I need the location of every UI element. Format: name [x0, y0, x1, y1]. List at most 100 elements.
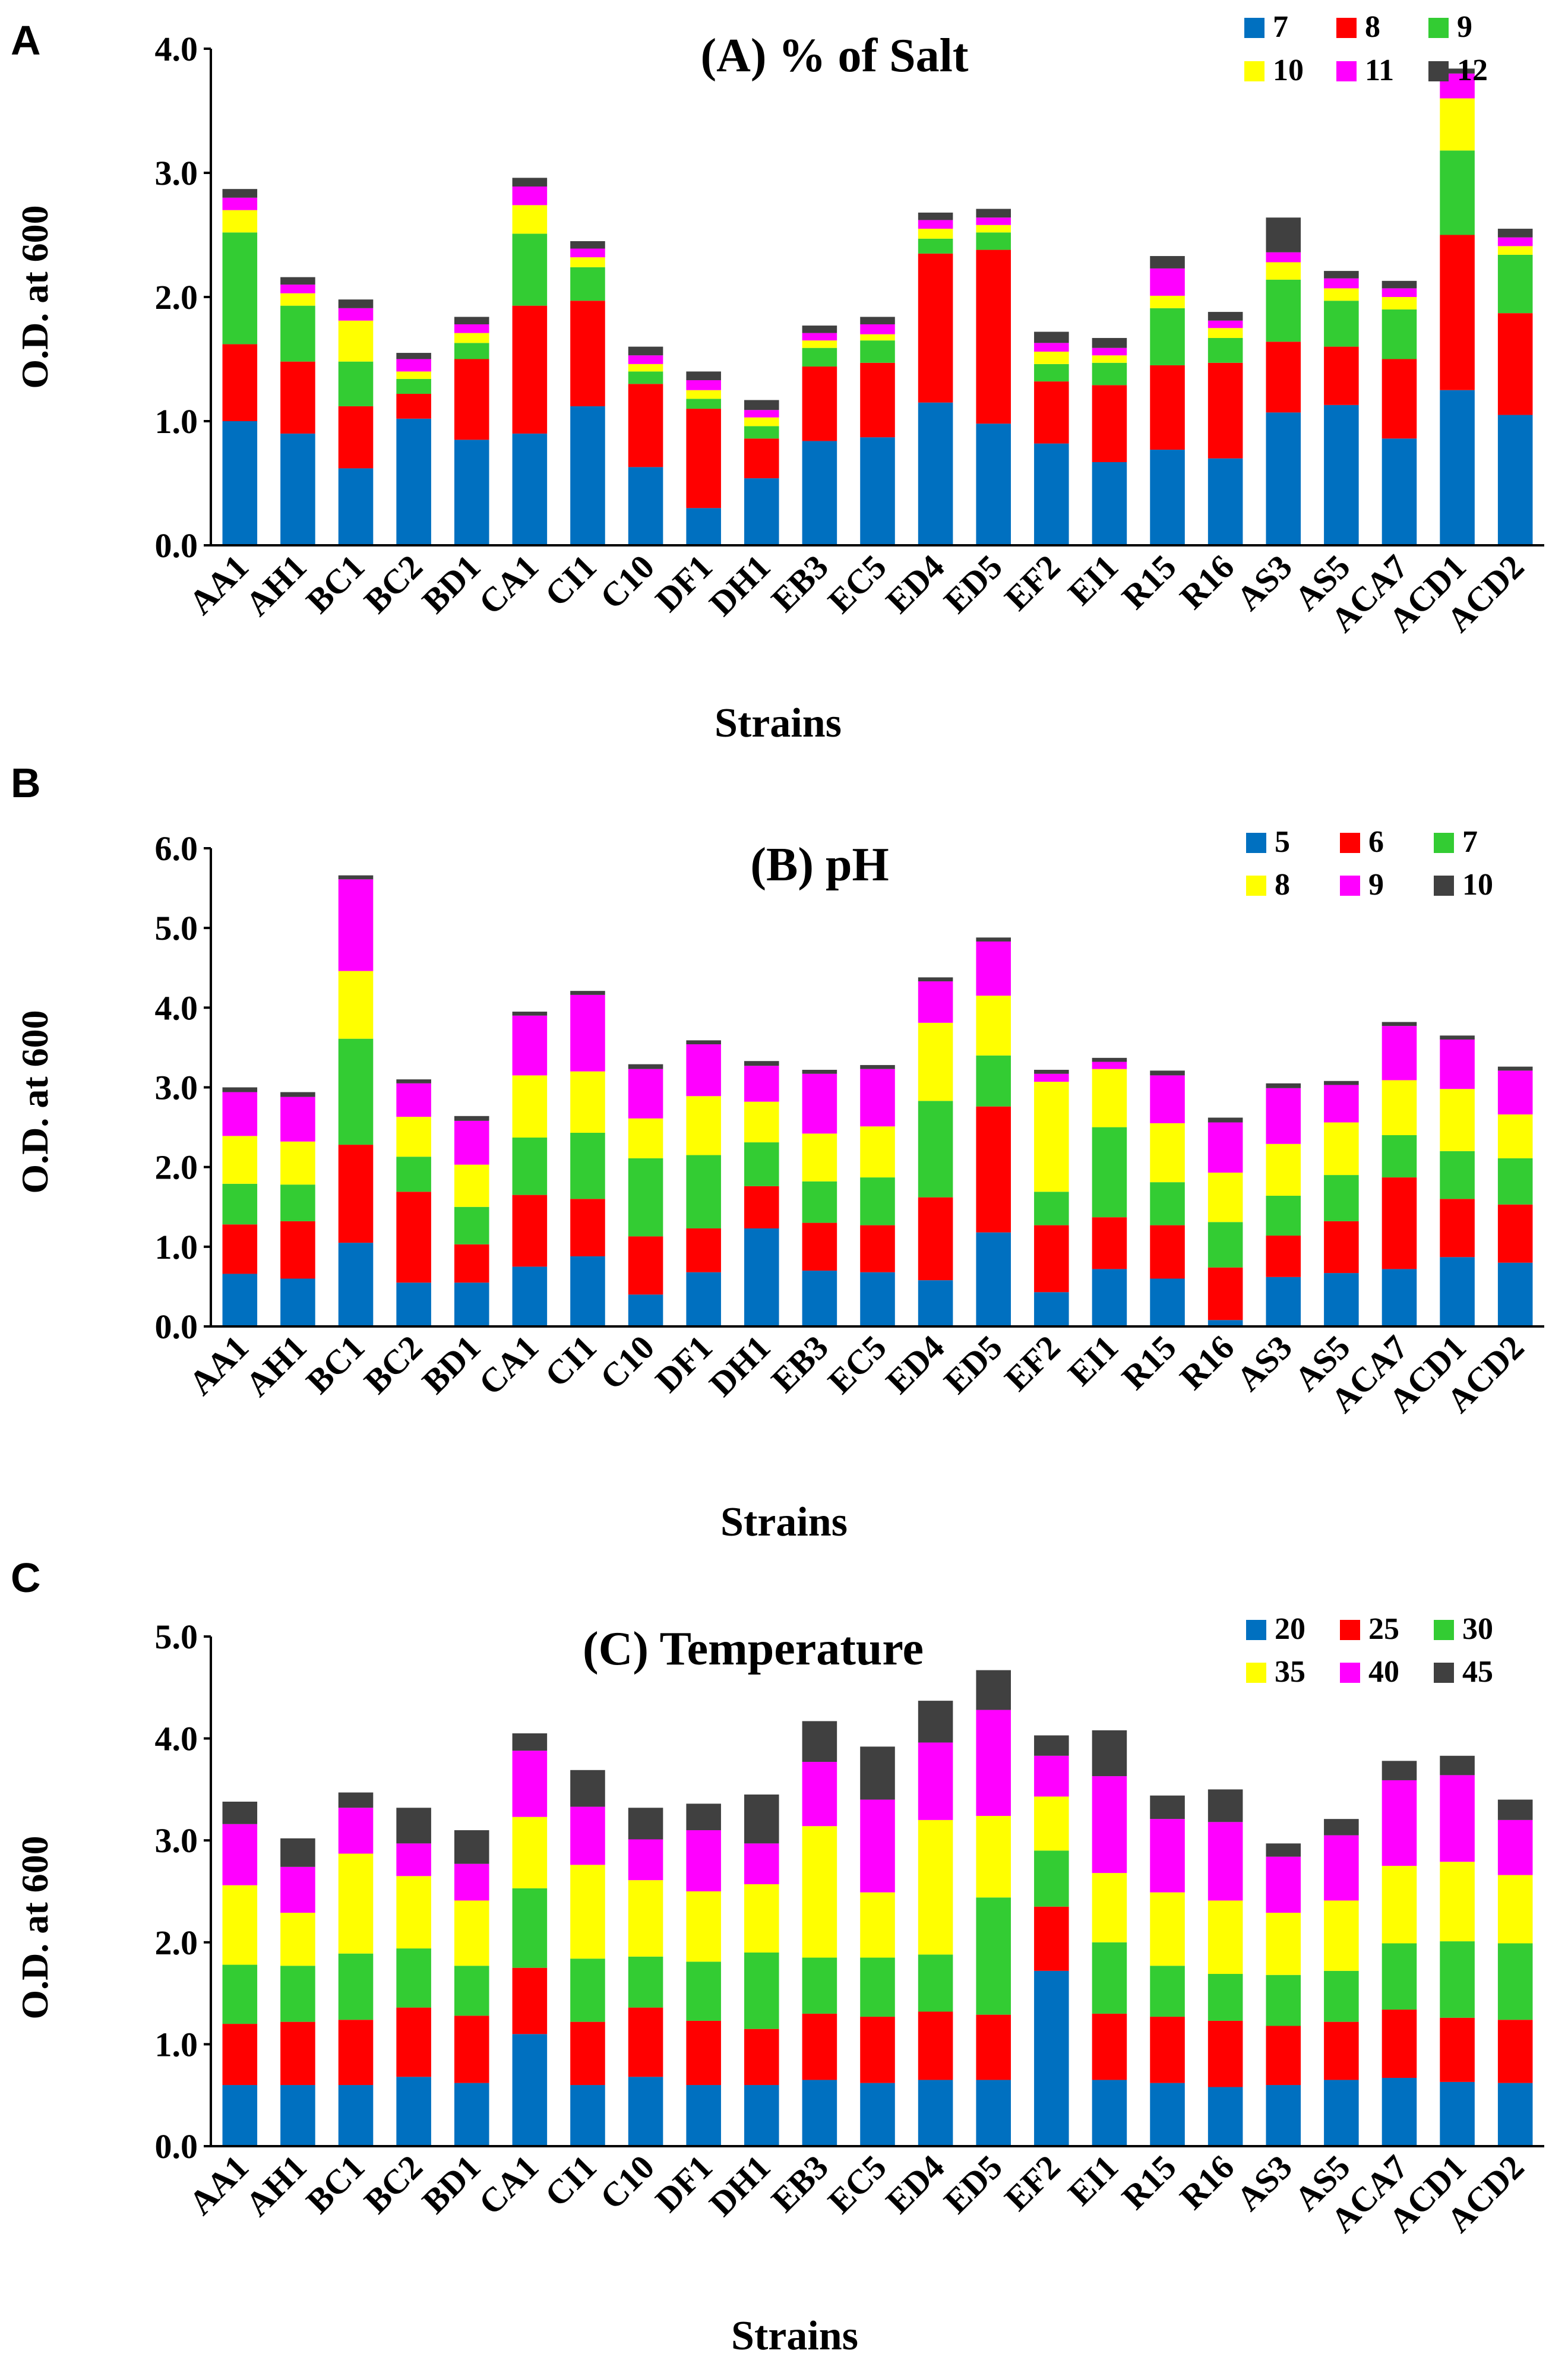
bar-segment-DH1-35 [744, 1884, 779, 1953]
bar-segment-AS5-25 [1324, 2021, 1359, 2080]
bar-segment-ED5-20 [976, 2080, 1011, 2146]
x-tick-label: DH1 [701, 1328, 777, 1404]
bar-segment-ED5-45 [976, 1670, 1011, 1710]
bar-segment-EC5-10 [860, 1064, 895, 1069]
bar-segment-R15-11 [1150, 268, 1185, 296]
y-tick-label: 6.0 [155, 829, 198, 868]
bar-segment-CA1-20 [512, 2034, 548, 2146]
bar-segment-AS3-5 [1266, 1277, 1301, 1326]
y-tick-labels: 0.0 1.0 2.0 3.0 4.0 5.0 6.0 [155, 829, 198, 1346]
bar-segment-ED4-35 [918, 1819, 953, 1955]
x-tick-label: R15 [1114, 2147, 1184, 2217]
bar-segment-ACD1-35 [1440, 1862, 1475, 1942]
panel-c: C (C) Temperature O.D. at 600 Strains 0.… [11, 1555, 1544, 2359]
legend-swatch [1434, 1663, 1454, 1683]
x-tick-label: AS3 [1229, 2147, 1300, 2218]
bar-segment-CI1-25 [570, 2021, 605, 2086]
bar-segment-DF1-8 [686, 1096, 721, 1155]
x-tick-label: CA1 [471, 547, 546, 622]
y-tick-label: 2.0 [155, 1923, 198, 1962]
bar-segment-ACD2-6 [1497, 1204, 1533, 1263]
bar-segment-AA1-9 [222, 1092, 258, 1136]
bar-segment-AS5-45 [1324, 1819, 1359, 1836]
bar-segment-ACA7-35 [1382, 1866, 1417, 1944]
bar-segment-EI1-11 [1092, 348, 1127, 356]
legend-swatch [1340, 1620, 1360, 1640]
bar-segment-BC2-12 [396, 353, 431, 359]
bar-segment-BC1-12 [338, 299, 374, 308]
legend-swatch [1246, 876, 1266, 896]
bar-segment-BC1-9 [338, 879, 374, 971]
bar-segment-CA1-8 [512, 1075, 548, 1138]
x-tick-label: CI1 [538, 1328, 604, 1394]
bar-segment-EF2-9 [1034, 364, 1069, 382]
bar-segment-AH1-45 [280, 1838, 315, 1867]
bar-segment-ED5-8 [976, 249, 1011, 424]
legend-swatch [1246, 1620, 1266, 1640]
bar-segment-BC1-7 [338, 468, 374, 545]
x-tick-label: BD1 [415, 547, 488, 620]
bar-segment-BD1-8 [454, 359, 489, 440]
bar-segment-AA1-8 [222, 344, 258, 421]
bar-segment-DF1-12 [686, 371, 721, 381]
x-tick-label: BD1 [415, 2147, 488, 2220]
x-tick-label: EB3 [764, 1328, 836, 1400]
bar-segment-AA1-35 [222, 1885, 258, 1965]
bar-segment-ED5-10 [976, 937, 1011, 942]
bar-segment-CI1-11 [570, 248, 605, 258]
bar-segment-ED4-12 [918, 212, 953, 220]
legend-label: 25 [1368, 1612, 1399, 1646]
bar-segment-R16-6 [1207, 1267, 1243, 1320]
bar-segment-ACD2-45 [1497, 1799, 1533, 1820]
bar-segment-C10-10 [628, 364, 663, 372]
x-tick-label: C10 [593, 547, 662, 617]
bar-segment-EF2-10 [1034, 351, 1069, 364]
bar-segment-AA1-30 [222, 1964, 258, 2024]
bar-segment-C10-10 [628, 1064, 663, 1069]
bar-segment-EB3-8 [802, 367, 837, 441]
x-tick-label: EI1 [1060, 1328, 1126, 1393]
bar-segment-DF1-35 [686, 1891, 721, 1962]
bar-segment-EF2-40 [1034, 1755, 1069, 1797]
bar-segment-R15-45 [1150, 1795, 1185, 1819]
legend-label: 8 [1275, 868, 1290, 902]
bar-segment-ACD1-12 [1440, 68, 1475, 74]
bar-segment-EC5-5 [860, 1272, 895, 1326]
x-tick-label: BC2 [356, 1328, 429, 1401]
bar-segment-AH1-7 [280, 433, 315, 545]
bar-segment-BD1-40 [454, 1863, 489, 1901]
bar-segment-CA1-35 [512, 1817, 548, 1888]
bar-segment-ACD1-40 [1440, 1775, 1475, 1862]
bar-segment-C10-40 [628, 1839, 663, 1881]
bar-segment-R15-20 [1150, 2083, 1185, 2146]
bar-segment-C10-12 [628, 346, 663, 356]
bar-segment-BC1-30 [338, 1953, 374, 2020]
bar-segment-EB3-12 [802, 326, 837, 333]
bar-segment-AH1-6 [280, 1221, 315, 1279]
bar-segment-CA1-25 [512, 1967, 548, 2035]
bar-segment-ED4-25 [918, 2011, 953, 2080]
bar-segment-AS3-8 [1266, 1143, 1301, 1196]
bar-segment-BC1-10 [338, 320, 374, 362]
bar-segment-EI1-5 [1092, 1269, 1127, 1326]
bar-segment-ACD1-9 [1440, 150, 1475, 235]
bar-segment-CA1-45 [512, 1733, 548, 1751]
x-tick-label: C10 [593, 2147, 662, 2217]
y-tick-label: 2.0 [155, 278, 198, 317]
bar-segment-ACD1-30 [1440, 1941, 1475, 2018]
y-axis-label: O.D. at 600 [14, 1010, 56, 1193]
bar-segment-AH1-25 [280, 2021, 315, 2086]
bar-segment-AH1-8 [280, 1141, 315, 1185]
x-tick-label: CA1 [471, 2147, 546, 2222]
bar-segment-ACD1-7 [1440, 1151, 1475, 1199]
bar-segment-CA1-6 [512, 1195, 548, 1267]
bar-segment-AH1-11 [280, 285, 315, 293]
bar-segment-BC2-9 [396, 378, 431, 394]
bar-segment-EB3-6 [802, 1222, 837, 1271]
bar-segment-R15-10 [1150, 295, 1185, 308]
bar-segment-CI1-12 [570, 241, 605, 249]
panel-a: A (A) % of Salt O.D. at 600 Strains 0.0 1… [11, 10, 1544, 746]
bar-segment-ACD2-40 [1497, 1819, 1533, 1875]
bar-segment-AA1-9 [222, 232, 258, 345]
x-tick-label: DF1 [648, 1328, 720, 1400]
